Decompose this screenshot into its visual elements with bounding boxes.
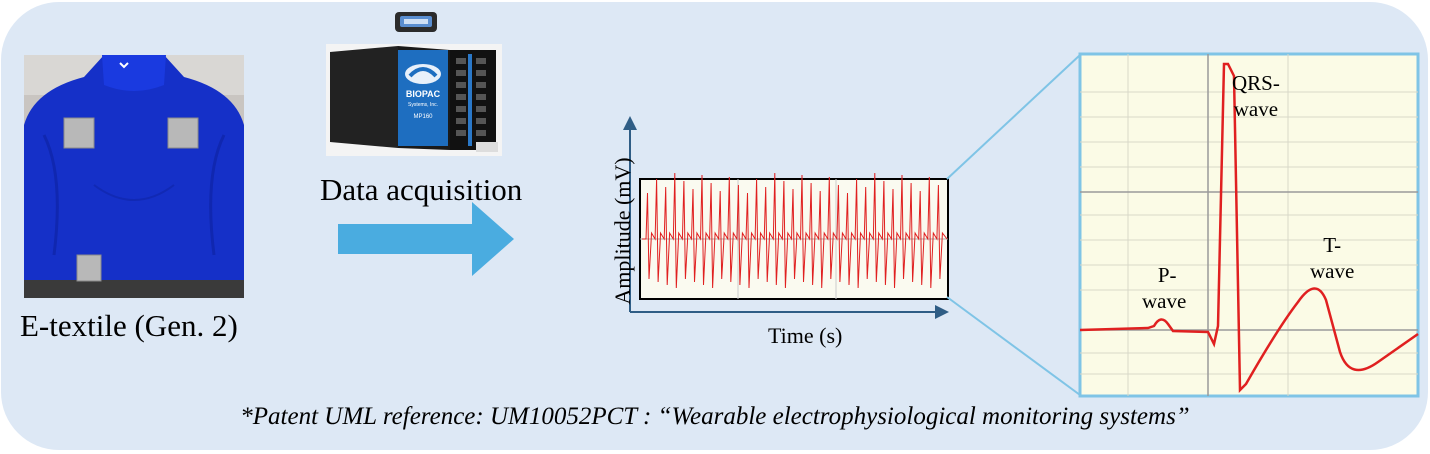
p-wave-label: P- wave xyxy=(1142,262,1186,314)
wireless-transmitter-image xyxy=(395,12,437,32)
t-wave-label: T- wave xyxy=(1310,232,1354,284)
t-label-line2: wave xyxy=(1310,259,1355,283)
t-label-line1: T- xyxy=(1323,233,1342,257)
device-model: MP160 xyxy=(413,114,433,120)
e-textile-shirt-photo xyxy=(24,55,244,298)
ecg-zoom-plot xyxy=(1078,52,1420,398)
heartbeat-trace xyxy=(1079,62,1419,393)
qrs-label-line2: wave xyxy=(1233,97,1279,121)
daq-caption: Data acquisition xyxy=(320,172,523,207)
ecg-overview-plot xyxy=(623,116,949,319)
device-subtitle: Systems, Inc. xyxy=(408,102,438,108)
p-label-line2: wave xyxy=(1142,289,1187,313)
flow-arrow xyxy=(338,202,514,276)
electrode-right xyxy=(167,117,199,149)
p-label-line1: P- xyxy=(1157,263,1177,287)
zoom-frame xyxy=(1078,52,1420,398)
electrode-lower xyxy=(76,254,102,282)
time-axis-label: Time (s) xyxy=(768,323,843,348)
qrs-label-line1: QRS- xyxy=(1232,71,1280,95)
ecg-strip-trace xyxy=(642,172,948,289)
daq-device-image: BIOPAC Systems, Inc. MP160 xyxy=(326,44,502,156)
patent-reference: *Patent UML reference: UM10052PCT : “Wea… xyxy=(240,403,1190,430)
electrode-left xyxy=(63,117,95,149)
qrs-wave-label: QRS- wave xyxy=(1232,70,1280,122)
photo-caption: E-textile (Gen. 2) xyxy=(20,308,238,343)
device-brand: BIOPAC xyxy=(406,89,441,99)
